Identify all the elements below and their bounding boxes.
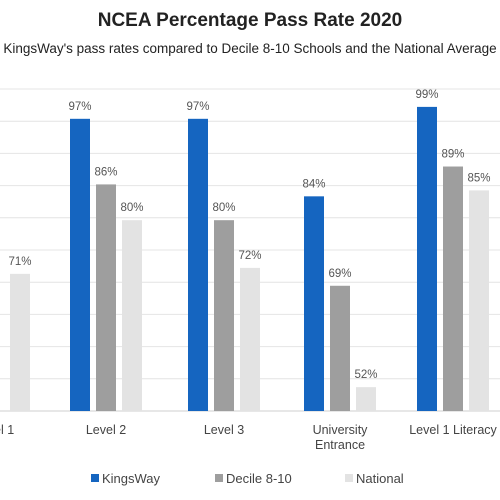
bars [10, 106, 489, 411]
bar [330, 285, 350, 411]
data-label: 97% [186, 101, 209, 113]
chart-subtitle: KingsWay's pass rates compared to Decile… [3, 41, 496, 56]
category-label: Level 1 Literacy [409, 423, 497, 437]
data-label: 97% [68, 101, 91, 113]
data-label: 80% [212, 202, 235, 214]
data-label: 89% [441, 149, 464, 161]
bar [214, 220, 234, 411]
bar [469, 190, 489, 411]
bar [443, 166, 463, 411]
legend-swatch [91, 474, 99, 482]
bar [188, 118, 208, 411]
data-label: 52% [354, 369, 377, 381]
data-label: 86% [94, 166, 117, 178]
data-label: 99% [415, 89, 438, 101]
data-label: 80% [120, 202, 143, 214]
bar [304, 196, 324, 411]
data-label: 72% [238, 250, 261, 262]
legend-swatch [215, 474, 223, 482]
category-label: University Entrance [313, 423, 369, 452]
category-label: Level 1 [0, 423, 14, 437]
category-label: Level 3 [204, 423, 244, 437]
legend-label: Decile 8-10 [226, 471, 292, 486]
legend: KingsWay Decile 8-10 National [91, 471, 404, 486]
bar [96, 184, 116, 411]
legend-swatch [345, 474, 353, 482]
bar [122, 220, 142, 411]
bar [70, 118, 90, 411]
legend-label: National [356, 471, 404, 486]
data-label: 85% [467, 172, 490, 184]
bar [356, 387, 376, 411]
category-label: Level 2 [86, 423, 126, 437]
bar [240, 267, 260, 411]
bar [10, 273, 30, 411]
data-labels: 97%97%84%99%%86%80%69%89%71%80%72%52%85% [8, 89, 490, 381]
legend-label: KingsWay [102, 471, 161, 486]
data-label: 69% [328, 268, 351, 280]
chart-title: NCEA Percentage Pass Rate 2020 [98, 10, 403, 31]
data-label: 71% [8, 256, 31, 268]
bar [417, 106, 437, 411]
data-label: 84% [302, 178, 325, 190]
